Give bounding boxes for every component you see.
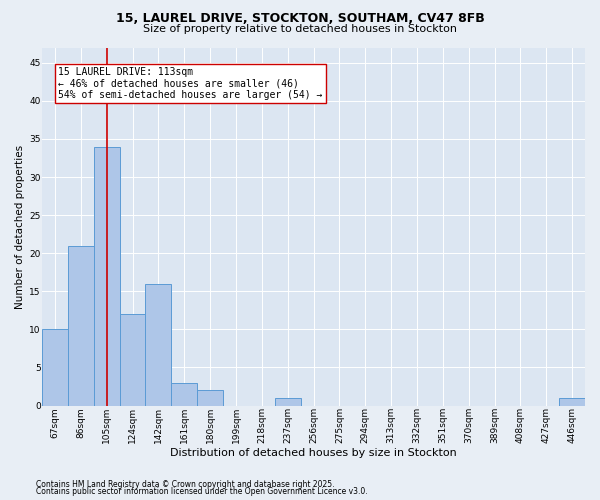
Bar	[172, 382, 197, 406]
X-axis label: Distribution of detached houses by size in Stockton: Distribution of detached houses by size …	[170, 448, 457, 458]
Bar	[275, 398, 301, 406]
Bar	[119, 314, 145, 406]
Text: 15, LAUREL DRIVE, STOCKTON, SOUTHAM, CV47 8FB: 15, LAUREL DRIVE, STOCKTON, SOUTHAM, CV4…	[116, 12, 484, 26]
Bar	[94, 146, 119, 406]
Bar	[42, 330, 68, 406]
Y-axis label: Number of detached properties: Number of detached properties	[15, 144, 25, 308]
Text: Contains HM Land Registry data © Crown copyright and database right 2025.: Contains HM Land Registry data © Crown c…	[36, 480, 335, 489]
Text: Size of property relative to detached houses in Stockton: Size of property relative to detached ho…	[143, 24, 457, 34]
Bar	[559, 398, 585, 406]
Text: Contains public sector information licensed under the Open Government Licence v3: Contains public sector information licen…	[36, 488, 368, 496]
Bar	[68, 246, 94, 406]
Text: 15 LAUREL DRIVE: 113sqm
← 46% of detached houses are smaller (46)
54% of semi-de: 15 LAUREL DRIVE: 113sqm ← 46% of detache…	[58, 66, 323, 100]
Bar	[197, 390, 223, 406]
Bar	[145, 284, 172, 406]
